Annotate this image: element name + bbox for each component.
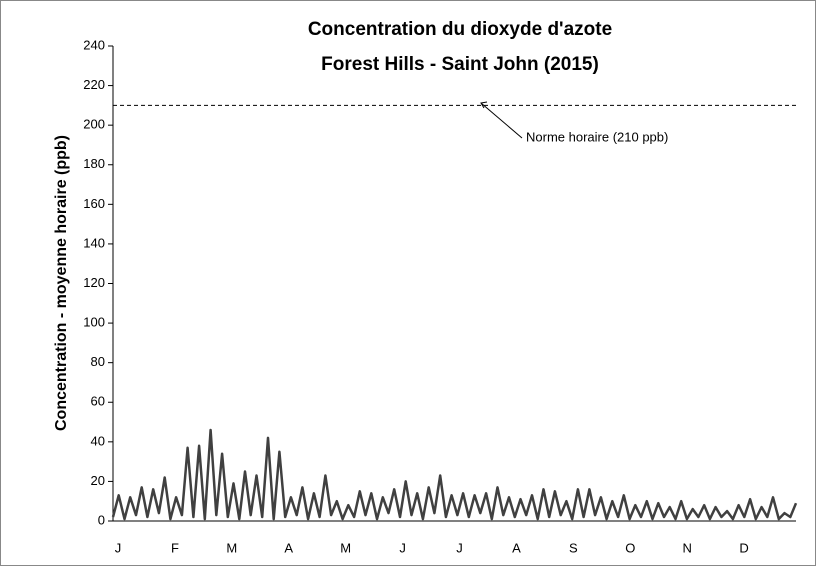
y-tick-label: 120 [83, 275, 105, 290]
y-tick-label: 220 [83, 77, 105, 92]
y-tick-label: 180 [83, 156, 105, 171]
x-tick-label: S [569, 540, 578, 555]
chart-title: Concentration du dioxyde d'azote [308, 19, 612, 40]
y-tick-label: 200 [83, 117, 105, 132]
annotation-arrow [480, 102, 523, 139]
y-tick-label: 240 [83, 37, 105, 52]
y-tick-label: 60 [91, 394, 105, 409]
x-tick-label: J [115, 540, 122, 555]
y-tick-label: 160 [83, 196, 105, 211]
arrow-head [480, 101, 488, 109]
y-axis-label: Concentration - moyenne horaire (ppb) [53, 135, 70, 431]
x-tick-label: J [456, 540, 463, 555]
x-tick-label: A [284, 540, 293, 555]
x-tick-label: D [739, 540, 748, 555]
x-tick-label: J [399, 540, 406, 555]
y-tick-label: 100 [83, 315, 105, 330]
x-tick-label: O [625, 540, 635, 555]
y-tick-label: 40 [91, 433, 105, 448]
data-line [111, 428, 798, 521]
y-tick-label: 80 [91, 354, 105, 369]
x-tick-label: F [171, 540, 179, 555]
annotation: Norme horaire (210 ppb) [526, 129, 668, 144]
y-tick-label: 0 [98, 512, 105, 527]
x-tick-label: A [512, 540, 521, 555]
x-tick-label: N [682, 540, 691, 555]
x-tick-label: M [340, 540, 351, 555]
x-tick-label: M [226, 540, 237, 555]
chart-subtitle: Forest Hills - Saint John (2015) [321, 54, 599, 75]
y-tick-label: 140 [83, 235, 105, 250]
y-tick-label: 20 [91, 473, 105, 488]
